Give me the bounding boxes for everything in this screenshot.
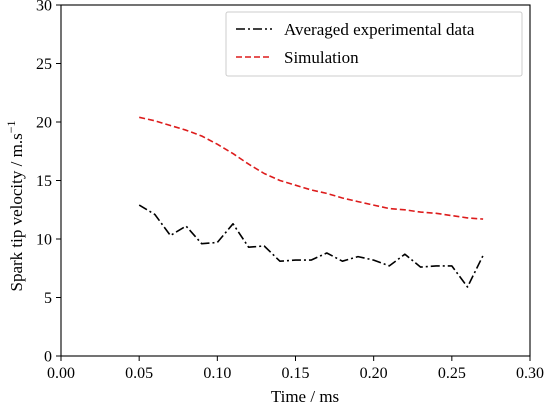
legend-label-1: Averaged experimental data: [284, 20, 475, 39]
legend-label-2: Simulation: [284, 48, 359, 67]
x-tick-label: 0.05: [125, 365, 153, 382]
x-tick-label: 0.15: [282, 365, 310, 382]
x-tick-label: 0.00: [47, 365, 75, 382]
y-tick-label: 5: [44, 290, 52, 307]
legend-box: [225, 11, 523, 77]
y-tick-label: 15: [36, 173, 52, 190]
y-tick-label: 10: [36, 232, 52, 249]
series-line-2: [139, 116, 484, 220]
legend: Averaged experimental data Simulation: [225, 11, 523, 77]
y-tick-label: 20: [36, 115, 52, 132]
axes-layer: 0.00 0.05 0.10 0.15 0.20 0.25 0.30 0 5 10 15 20 25 30: [36, 0, 544, 382]
y-axis-title-exponent: −1: [4, 121, 18, 134]
x-axis-title: Time / ms: [271, 387, 339, 406]
x-tick-label: 0.20: [360, 365, 388, 382]
y-axis-title: Spark tip velocity / m.s−1: [4, 121, 26, 292]
y-tick-label: 0: [44, 349, 52, 366]
series-line-1: [138, 204, 484, 288]
x-tick-label: 0.30: [516, 365, 544, 382]
x-tick-label: 0.10: [203, 365, 231, 382]
x-tick-label: 0.25: [438, 365, 466, 382]
y-tick-label: 30: [36, 0, 52, 15]
y-tick-label: 25: [36, 56, 52, 73]
y-axis-title-main: Spark tip velocity / m.s: [7, 133, 26, 291]
series-layer: [138, 116, 484, 288]
